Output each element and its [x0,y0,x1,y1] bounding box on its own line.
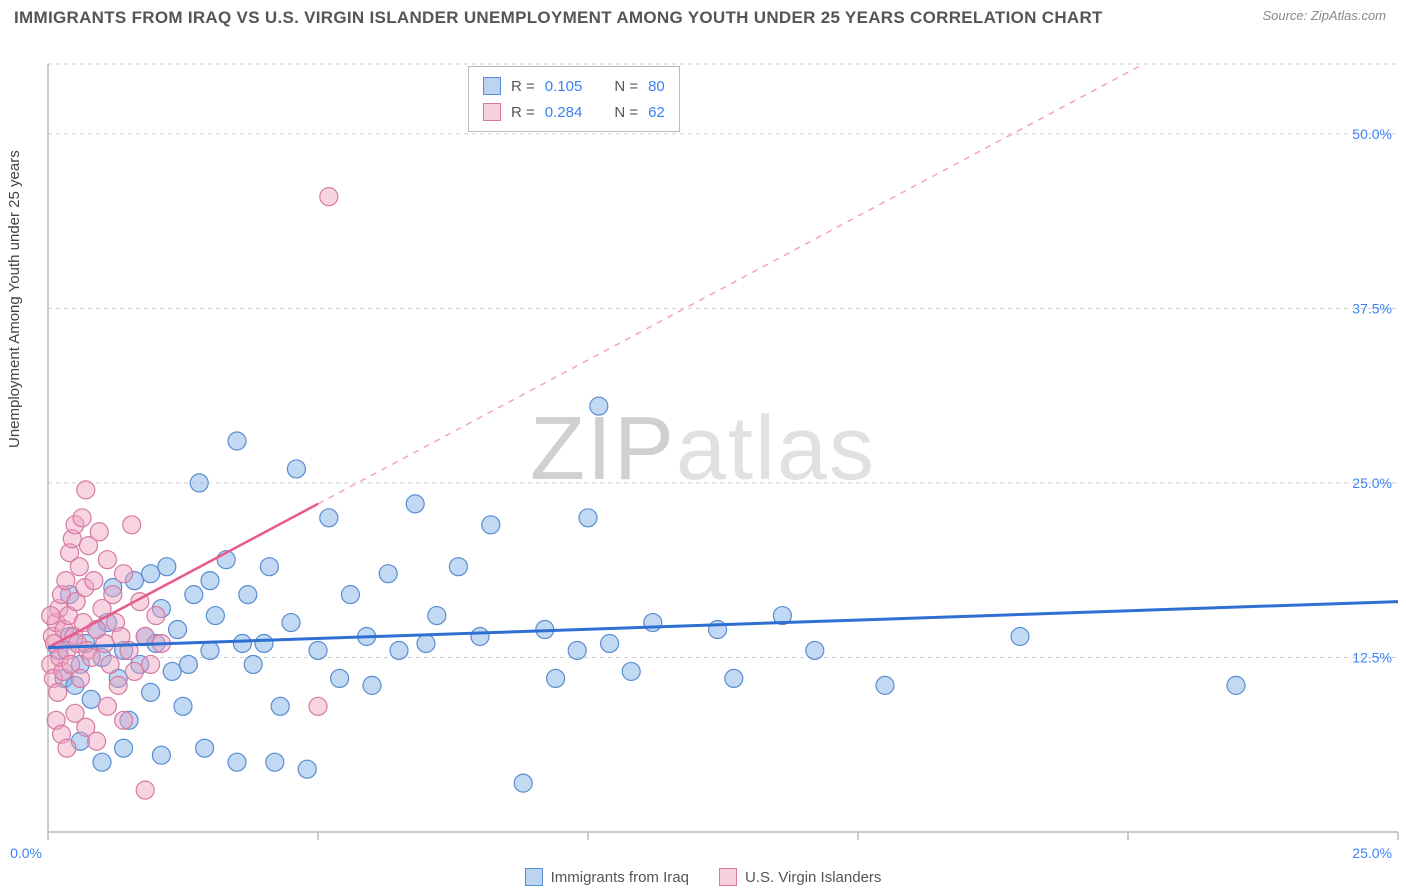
chart-title: IMMIGRANTS FROM IRAQ VS U.S. VIRGIN ISLA… [14,8,1103,28]
r-label: R = [511,78,535,95]
n-value: 62 [648,104,665,121]
y-tick-label: 50.0% [1352,126,1392,142]
legend-label: Immigrants from Iraq [551,869,689,886]
source-label: Source: ZipAtlas.com [1262,8,1386,23]
y-tick-label: 25.0% [1352,475,1392,491]
n-label: N = [614,78,638,95]
correlation-legend: R = 0.105 N = 80 R = 0.284 N = 62 [468,66,680,132]
legend-label: U.S. Virgin Islanders [745,869,881,886]
n-label: N = [614,104,638,121]
x-tick-label: 25.0% [1352,845,1392,861]
legend-row-iraq: R = 0.105 N = 80 [483,73,665,99]
legend-row-usvi: R = 0.284 N = 62 [483,99,665,125]
r-label: R = [511,104,535,121]
scatter-plot-svg: 12.5% 25.0% 37.5% 50.0% 0.0% 25.0% [0,28,1406,890]
y-tick-label: 37.5% [1352,300,1392,316]
swatch-pink-icon [483,103,501,121]
swatch-blue-icon [525,868,543,886]
n-value: 80 [648,78,665,95]
x-tick-label: 0.0% [10,845,42,861]
y-tick-label: 12.5% [1352,649,1392,665]
chart-area: Unemployment Among Youth under 25 years … [0,28,1406,890]
swatch-blue-icon [483,77,501,95]
legend-item-usvi: U.S. Virgin Islanders [719,868,881,886]
r-value: 0.105 [545,78,583,95]
series-legend: Immigrants from Iraq U.S. Virgin Islande… [0,868,1406,886]
legend-item-iraq: Immigrants from Iraq [525,868,689,886]
header-bar: IMMIGRANTS FROM IRAQ VS U.S. VIRGIN ISLA… [0,0,1406,28]
r-value: 0.284 [545,104,583,121]
swatch-pink-icon [719,868,737,886]
